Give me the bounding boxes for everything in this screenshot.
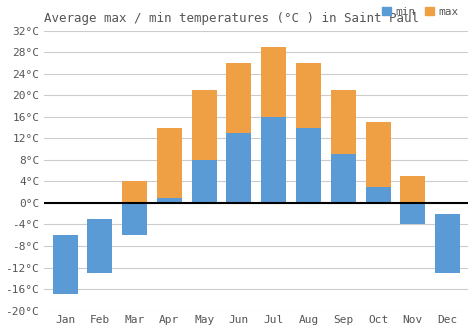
Bar (122, 203, 147, 235)
Bar (400, 176, 425, 224)
Bar (157, 198, 182, 203)
Bar (331, 155, 356, 203)
Bar (87, 219, 112, 273)
Bar (435, 214, 460, 273)
Bar (331, 90, 356, 155)
Bar (53, 235, 78, 295)
Bar (365, 122, 391, 187)
Text: Average max / min temperatures (°C ) in Saint Paul: Average max / min temperatures (°C ) in … (44, 12, 419, 25)
Bar (296, 127, 321, 203)
Bar (191, 90, 217, 160)
Bar (53, 235, 78, 295)
Legend: min, max: min, max (378, 3, 463, 22)
Bar (227, 63, 251, 133)
Bar (435, 214, 460, 273)
Bar (365, 187, 391, 203)
Bar (87, 219, 112, 273)
Bar (122, 181, 147, 235)
Bar (261, 117, 286, 203)
Bar (400, 203, 425, 224)
Bar (157, 127, 182, 198)
Bar (191, 160, 217, 203)
Bar (261, 47, 286, 117)
Bar (227, 133, 251, 203)
Bar (296, 63, 321, 127)
